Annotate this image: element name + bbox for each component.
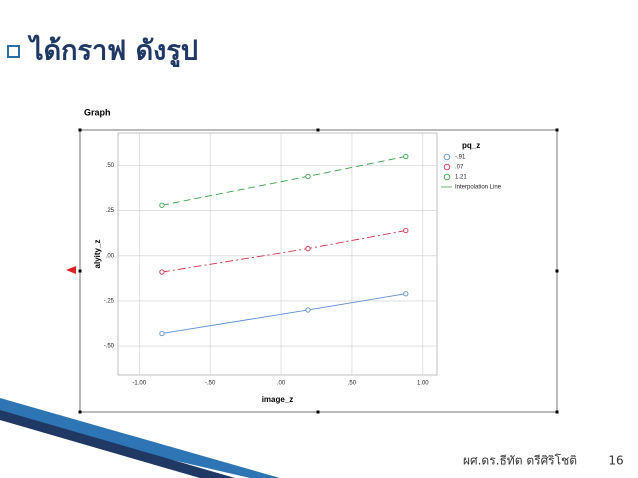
- x-tick-label: -1.00: [132, 381, 146, 387]
- swoosh-dark: [0, 410, 235, 478]
- legend-label: Interpolation Line: [455, 185, 502, 191]
- point: [159, 202, 165, 208]
- frame-handle: [78, 269, 82, 273]
- point: [403, 153, 409, 160]
- point: [403, 227, 409, 234]
- plot: -.50 -.25 .00 .25 .50 -1.00 -.50 .00 .50 1.00 imag…: [78, 128, 559, 414]
- page-number: 16: [608, 454, 623, 468]
- legend-label: .07: [455, 165, 464, 171]
- y-tick-label: -.50: [104, 344, 115, 350]
- plot-area: [117, 132, 438, 376]
- point: [159, 269, 165, 275]
- frame-handle: [316, 410, 320, 414]
- author: ผศ.ดร.ธีทัต ตรีศิริโชติ: [463, 454, 577, 468]
- bullet: [7, 45, 20, 58]
- frame-handle: [555, 269, 559, 273]
- y-tick-label: .50: [106, 163, 115, 169]
- point: [305, 245, 311, 252]
- point: [305, 173, 311, 179]
- legend-marker: [443, 173, 451, 181]
- y-tick-label: -.25: [104, 299, 115, 305]
- point: [159, 330, 165, 337]
- x-tick-label: .50: [348, 381, 357, 387]
- pointer: [66, 266, 76, 274]
- frame-handle: [78, 410, 82, 414]
- slide-title: ได้กราฟ ดังรูป: [27, 35, 198, 68]
- x-tick-label: -.50: [205, 381, 216, 387]
- chart-title: Graph: [84, 107, 111, 117]
- legend-label: 1.21: [455, 175, 467, 181]
- legend-label: -.91: [455, 155, 466, 161]
- legend-marker: [443, 163, 451, 171]
- y-axis-label: alyity_z: [93, 240, 102, 269]
- point: [305, 307, 311, 313]
- y-tick-label: .00: [106, 253, 115, 259]
- legend-marker: [443, 153, 451, 161]
- frame-handle: [316, 128, 320, 132]
- swoosh: [0, 398, 280, 478]
- frame-handle: [555, 128, 559, 132]
- frame-handle: [78, 128, 82, 132]
- point: [403, 291, 409, 297]
- legend-title: pq_z: [462, 141, 480, 150]
- y-tick-label: .25: [106, 208, 115, 214]
- x-tick-label: .00: [277, 381, 286, 387]
- frame-handle: [555, 410, 559, 414]
- x-tick-label: 1.00: [417, 381, 429, 387]
- x-axis-label: image_z: [262, 395, 294, 404]
